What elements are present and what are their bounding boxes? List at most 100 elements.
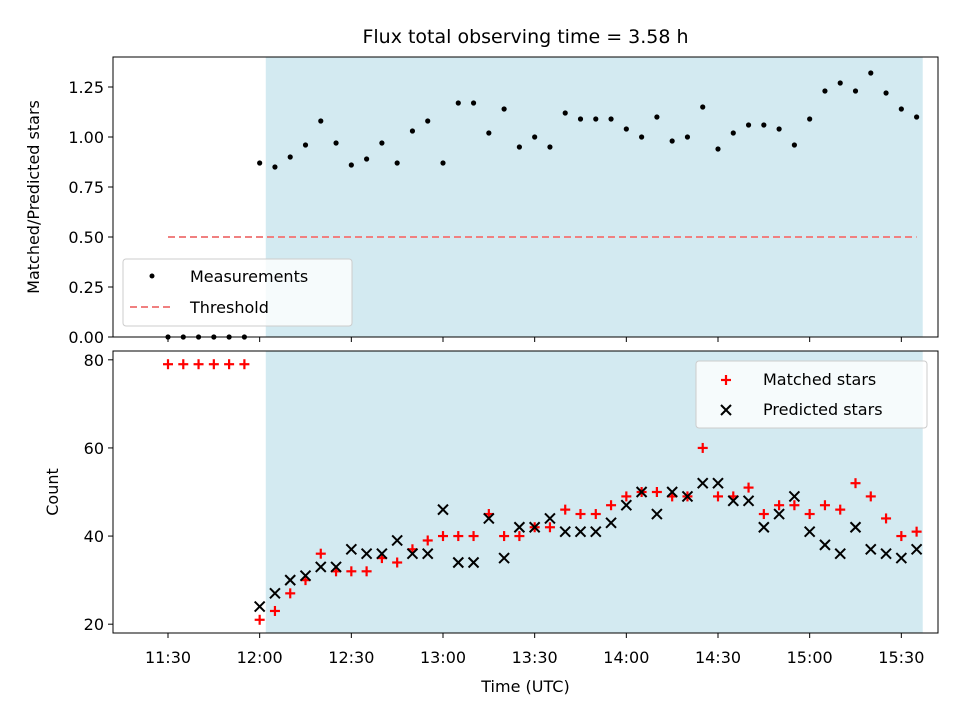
matched-star-point [193, 359, 204, 370]
measurement-point [486, 130, 492, 136]
matched-star-point [819, 500, 830, 511]
predicted-star-point [406, 547, 419, 560]
x-marker-b [895, 552, 908, 564]
x-marker-b [544, 512, 556, 525]
top-y-tick-label: 0.75 [68, 178, 104, 197]
matched-star-point [881, 513, 892, 524]
matched-star-point [254, 614, 265, 625]
predicted-star-point [422, 547, 434, 560]
top-x-ticks [167, 337, 902, 342]
x-marker-b [376, 547, 388, 560]
matched-star-point [621, 491, 632, 502]
bottom-x-tick-label: 11:30 [145, 648, 191, 667]
predicted-star-point [330, 561, 342, 573]
measurement-point [394, 160, 400, 166]
matched-star-point [865, 491, 876, 502]
x-marker-b [788, 490, 801, 503]
predicted-star-point [452, 556, 464, 569]
top-y-ticks: 0.00 0.25 0.50 0.75 1.00 1.25 [68, 78, 113, 347]
measurement-point [776, 126, 782, 132]
measurement-point [700, 104, 706, 110]
x-marker-b [452, 556, 464, 569]
matched-star-point [590, 509, 601, 520]
bottom-y-tick-label: 60 [84, 439, 104, 458]
measurement-point [791, 142, 797, 148]
predicted-star-point [910, 543, 923, 555]
predicted-star-point [590, 525, 602, 538]
measurement-point [532, 134, 538, 140]
x-marker-b [483, 512, 495, 525]
measurement-point [669, 138, 675, 144]
measurement-point [470, 100, 477, 106]
matched-star-point [713, 491, 723, 502]
measurement-point [730, 130, 736, 136]
x-marker-b [269, 587, 281, 600]
predicted-star-point [773, 508, 785, 520]
predicted-star-point [681, 490, 694, 503]
predicted-star-point [788, 490, 801, 503]
predicted-star-point [467, 556, 480, 569]
measurement-point [883, 90, 889, 96]
measurement-point [745, 122, 752, 128]
measurement-point [654, 114, 660, 120]
predicted-star-point [620, 499, 633, 511]
matched-star-point [499, 531, 510, 542]
matched-star-point [575, 509, 586, 520]
measurement-point [455, 100, 461, 106]
measurement-point [577, 116, 584, 122]
legend-threshold-label: Threshold [189, 298, 269, 317]
measurement-point [914, 114, 920, 120]
legend-matched-marker [721, 375, 731, 385]
predicted-star-point [269, 587, 281, 600]
predicted-star-point [391, 534, 403, 547]
matched-star-point [911, 526, 922, 537]
bottom-legend: Matched stars Predicted stars [695, 360, 928, 429]
matched-star-point [804, 509, 815, 520]
x-marker-b [345, 543, 358, 555]
measurement-point [318, 118, 324, 124]
x-marker-b [574, 525, 587, 538]
top-panel: 0.00 0.25 0.50 0.75 1.00 1.25 Flux total obse… [24, 26, 939, 347]
predicted-star-point [299, 570, 312, 582]
top-y-axis-label: Matched/Predicted stars [24, 100, 43, 294]
x-marker-b [299, 570, 312, 582]
x-marker-b [742, 495, 755, 507]
x-marker-b [712, 477, 724, 489]
top-legend-box [122, 258, 353, 327]
top-y-tick-label: 1.25 [68, 78, 104, 97]
top-y-tick-label: 1.00 [68, 128, 104, 147]
measurement-point [333, 140, 339, 146]
matched-star-point [178, 359, 189, 370]
measurement-point [852, 88, 859, 94]
predicted-star-point [666, 486, 678, 498]
matched-star-point [269, 605, 280, 616]
x-marker-b [865, 543, 877, 555]
matched-star-point [224, 359, 235, 370]
x-marker-b [697, 477, 709, 489]
bottom-x-ticks: 11:30 12:00 12:30 13:00 13:30 14:00 14:30 15:00… [145, 633, 924, 667]
measurement-point [868, 70, 874, 76]
matched-star-point [774, 500, 785, 511]
x-marker-b [360, 547, 373, 560]
predicted-star-point [544, 512, 556, 525]
bottom-x-tick-label: 14:30 [695, 648, 741, 667]
x-marker-b [437, 503, 449, 516]
bottom-x-tick-label: 12:30 [328, 648, 374, 667]
measurement-point [639, 134, 645, 140]
predicted-star-point [803, 525, 816, 538]
bottom-y-tick-label: 80 [84, 351, 104, 370]
bottom-x-tick-label: 12:00 [237, 648, 283, 667]
predicted-star-point [834, 547, 846, 560]
matched-star-point [606, 500, 617, 511]
predicted-star-point [697, 477, 709, 489]
x-marker-b [651, 508, 663, 520]
matched-star-point [835, 504, 846, 515]
top-axes-frame [112, 56, 939, 338]
x-marker-b [467, 556, 480, 569]
matched-star-point [743, 482, 754, 493]
matched-star-point [438, 531, 448, 542]
measurement-point [302, 142, 309, 148]
predicted-star-point [437, 503, 449, 516]
measurement-point [807, 116, 813, 122]
